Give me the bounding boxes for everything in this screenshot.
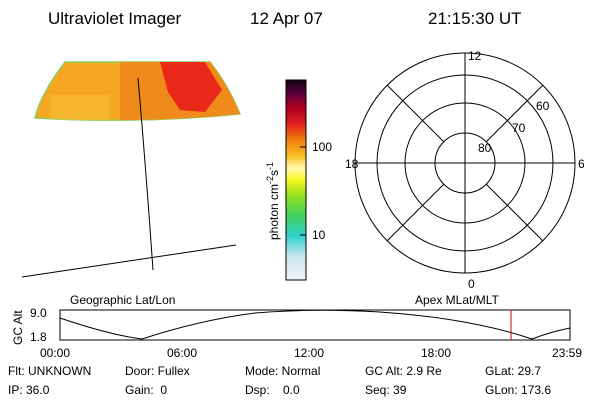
info-field: GLon: 173.6 <box>485 383 551 397</box>
auroral-image <box>21 61 242 278</box>
info-field: Flt: UNKNOWN <box>8 364 91 378</box>
time-label: 18:00 <box>421 346 451 360</box>
time-label: 00:00 <box>40 346 70 360</box>
mlt-label: 0 <box>468 277 475 291</box>
date: 12 Apr 07 <box>250 9 323 28</box>
time-label: 12:00 <box>294 346 324 360</box>
orbit-title: Geographic Lat/Lon <box>70 293 175 307</box>
colorbar <box>285 79 307 281</box>
lat-label: 80 <box>478 141 492 155</box>
info-field: Door: Fullex <box>125 364 190 378</box>
polar-grid <box>354 52 576 274</box>
info-field: Gain: 0 <box>125 383 167 397</box>
y-label: 1.8 <box>30 330 47 344</box>
info: Flt: UNKNOWN Door: Fullex Mode: Normal GC A… <box>8 364 551 397</box>
colorbar-tick: 100 <box>312 140 332 154</box>
lat-label: 70 <box>512 121 526 135</box>
info-field: GC Alt: 2.9 Re <box>365 364 442 378</box>
time-label: 23:59 <box>552 346 582 360</box>
time-label: 06:00 <box>167 346 197 360</box>
info-field: GLat: 29.7 <box>485 364 541 378</box>
mlt-label: 18 <box>345 157 359 171</box>
lat-label: 60 <box>536 99 550 113</box>
time: 21:15:30 UT <box>428 9 522 28</box>
mlt-label: 12 <box>468 49 482 63</box>
y-label: 9.0 <box>30 306 47 320</box>
colorbar-tick: 10 <box>312 228 326 242</box>
info-field: Dsp: 0.0 <box>245 383 300 397</box>
orbit-curve <box>59 309 571 340</box>
info-field: Mode: Normal <box>245 364 320 378</box>
info-field: IP: 36.0 <box>8 383 50 397</box>
mlt-label: 6 <box>578 157 585 171</box>
title: Ultraviolet Imager <box>48 9 182 28</box>
colorbar-label: photon cm-2s-1 <box>265 162 281 240</box>
orbit-panel <box>59 309 571 341</box>
info-field: Seq: 39 <box>365 383 407 397</box>
orbit-title: Apex MLat/MLT <box>415 293 499 307</box>
axis-label: GC Alt <box>11 310 25 345</box>
